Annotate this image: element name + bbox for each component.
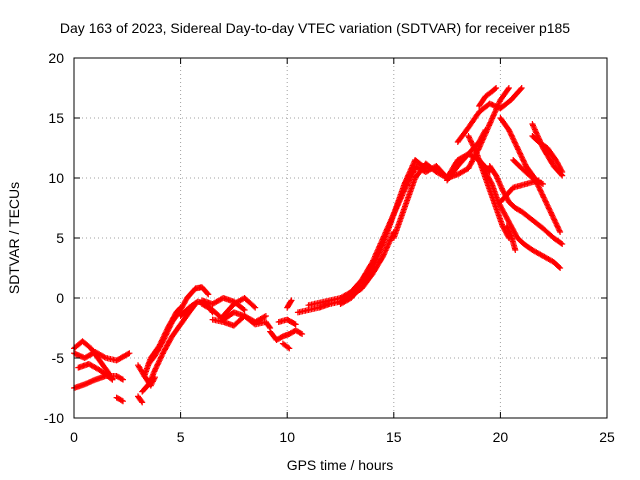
x-tick-label: 25 [599,429,615,445]
series-track-af [503,223,519,253]
y-tick-label: 5 [56,230,64,246]
series-track-aa [476,85,500,109]
y-tick-label: 10 [48,170,64,186]
series-track-m [209,313,274,331]
y-tick-label: 15 [48,110,64,126]
series-track-z [454,85,525,145]
data-point-markers [139,301,199,395]
y-tick-label: 0 [56,290,64,306]
data-point-markers [267,327,306,343]
x-tick-label: 20 [493,429,509,445]
series-track-q [279,340,293,352]
data-point-markers [71,373,126,391]
data-series [71,85,566,406]
series-track-r [275,316,299,328]
data-point-markers [135,393,146,406]
data-point-markers [465,133,512,241]
x-tick-label: 10 [279,429,295,445]
chart-title: Day 163 of 2023, Sidereal Day-to-day VTE… [60,20,570,36]
data-point-markers [275,316,299,328]
data-point-markers [220,295,259,319]
series-track-s [284,297,295,311]
series-track-ad [465,133,512,241]
series-track-e [113,394,126,405]
x-tick-label: 15 [386,429,402,445]
series-track-h [139,301,199,395]
data-point-markers [476,85,500,109]
y-tick-label: 20 [48,50,64,66]
series-track-a [71,373,126,391]
data-point-markers [284,297,295,311]
data-point-markers [75,361,116,383]
data-point-markers [454,85,525,145]
data-point-markers [510,157,546,187]
data-point-markers [503,223,519,253]
x-axis-title: GPS time / hours [287,457,394,473]
x-tick-label: 0 [70,429,78,445]
tick-marks [73,57,608,419]
data-point-markers [279,340,293,352]
series-track-o [220,295,259,319]
series-track-g [135,393,146,406]
data-point-markers [209,313,274,331]
y-tick-label: -10 [44,410,64,426]
series-track-d [75,361,116,383]
data-point-markers [529,121,566,179]
y-tick-labels: -10 -5 0 5 10 15 20 [44,50,64,426]
series-track-j [141,304,184,379]
data-point-markers [113,394,126,405]
y-tick-label: -5 [52,350,65,366]
x-tick-labels: 0 5 10 15 20 25 [70,429,615,445]
y-axis-title: SDTVAR / TECUs [6,182,22,294]
x-tick-label: 5 [177,429,185,445]
grid [74,58,607,418]
series-track-p [267,327,306,343]
series-track-ai [510,157,546,187]
data-point-markers [141,304,184,379]
plot-frame [73,57,608,419]
series-track-aj [529,121,566,179]
